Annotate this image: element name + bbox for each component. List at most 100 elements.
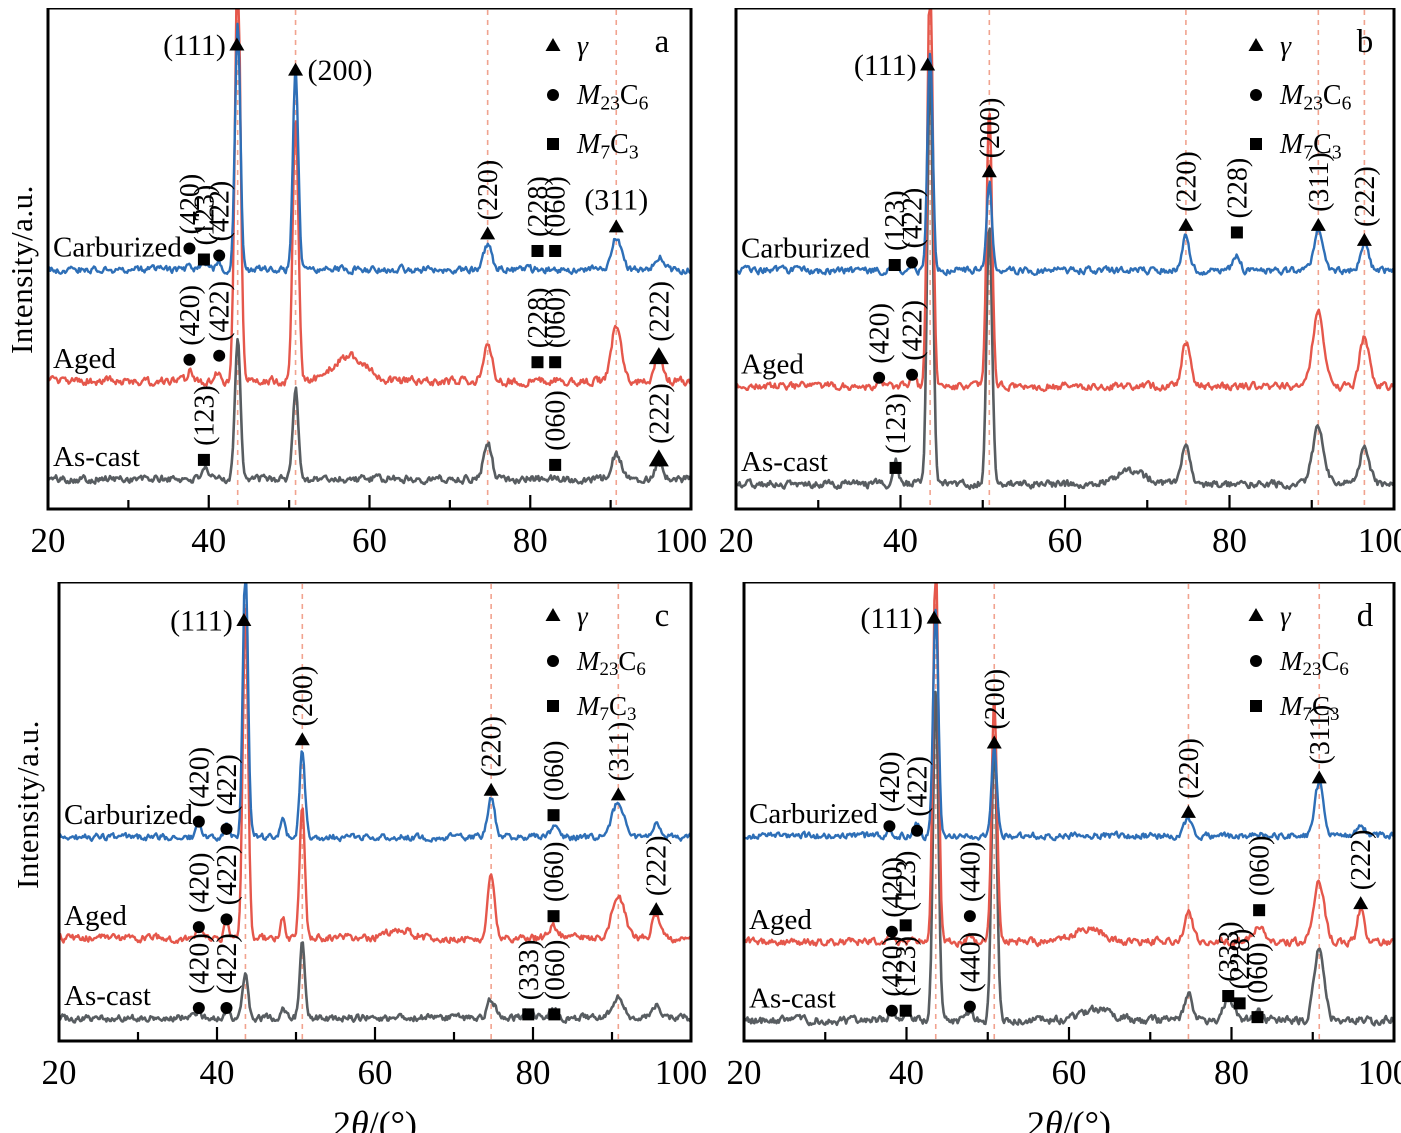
peak-label: (220) <box>1174 738 1205 799</box>
peak-label: (422) <box>903 756 934 817</box>
peak-label: (422) <box>205 181 236 242</box>
x-axis-title: 2θ/(°) <box>1027 1104 1111 1133</box>
m7c3-square-marker <box>1233 997 1246 1010</box>
peak-label: (311) <box>1304 152 1335 212</box>
peak-label: (422) <box>212 845 243 906</box>
m23c6-circle-marker <box>192 921 205 934</box>
gamma-triangle-marker <box>480 226 496 240</box>
m23c6-circle-marker <box>1250 89 1262 101</box>
m7c3-square-marker <box>531 356 544 369</box>
m7c3-square-marker <box>1222 990 1235 1003</box>
curve-label-carburized: Carburized <box>749 798 878 830</box>
m23c6-circle-marker <box>220 913 233 926</box>
peak-label: (060) <box>1243 942 1274 1003</box>
gamma-triangle-marker <box>294 732 310 746</box>
x-tick-label: 60 <box>1048 521 1083 560</box>
m23c6-circle-marker <box>873 371 886 384</box>
m23c6-circle-marker <box>885 1004 898 1017</box>
peak-label: (222) <box>1346 830 1377 891</box>
x-axis: 20 40 60 80 100 <box>727 1027 1401 1092</box>
m7c3-square-marker <box>888 259 901 272</box>
gamma-triangle-marker <box>986 735 1002 749</box>
gamma-triangle-marker <box>1178 217 1194 231</box>
curve-aged <box>48 8 691 389</box>
m7c3-square-marker <box>1250 700 1262 712</box>
peak-label: (222) <box>1350 166 1381 227</box>
m23c6-circle-marker <box>220 822 233 835</box>
panel-c-plot: As-castAgedCarburized(111)(200)(420)(422… <box>42 580 708 1133</box>
peak-annotations: (111)(200)(220) (228) (311) (222)(123)(422)… <box>854 49 1381 474</box>
peak-label: (422) <box>205 281 236 342</box>
curve-as-cast <box>736 59 1394 490</box>
m23c6-circle-marker <box>883 820 896 833</box>
m23c6-circle-marker <box>911 824 924 837</box>
curves <box>744 582 1394 1027</box>
peak-label: (200) <box>980 669 1011 730</box>
legend-label: M23C6 <box>576 646 646 680</box>
gamma-triangle-marker <box>926 610 942 624</box>
legend: γ M23C6 M7C3 <box>1248 31 1352 163</box>
curve-label-carburized: Carburized <box>53 232 182 264</box>
peak-label: (420) <box>877 857 908 918</box>
m23c6-circle-marker <box>213 349 226 362</box>
gamma-triangle-marker <box>545 37 561 51</box>
gamma-triangle-marker <box>545 607 561 621</box>
m7c3-square-marker <box>889 461 902 474</box>
peak-label: (111) <box>860 602 923 635</box>
curve-carburized <box>744 608 1394 842</box>
m23c6-circle-marker <box>906 256 919 269</box>
x-tick-label: 60 <box>352 521 387 560</box>
curve-label-carburized: Carburized <box>64 799 193 831</box>
peak-label: (123) <box>891 851 922 912</box>
peak-label: (420) <box>877 936 908 997</box>
plot-background <box>48 8 691 509</box>
guide-lines <box>244 584 620 1040</box>
m23c6-circle-marker <box>183 242 196 255</box>
peak-label: (228) <box>523 288 554 349</box>
peak-label: (333) <box>514 940 545 1001</box>
m7c3-square-marker <box>1253 904 1266 917</box>
peak-label: (333) <box>1214 921 1245 982</box>
curve-label-carburized: Carburized <box>741 233 870 265</box>
peak-label: (123) <box>189 385 220 446</box>
gamma-triangle-marker <box>1311 770 1327 784</box>
peak-label: (420) <box>875 752 906 813</box>
m7c3-square-marker <box>899 919 912 932</box>
plot-background <box>736 8 1394 509</box>
panel-a-plot: As-cast Aged Carburized (111) (200) (311) (420… <box>31 6 707 560</box>
m7c3-square-marker <box>899 1004 912 1017</box>
m7c3-square-marker <box>548 1008 561 1021</box>
peak-label: (123) <box>189 185 220 246</box>
x-tick-label: 20 <box>42 1053 77 1092</box>
m23c6-circle-marker <box>885 925 898 938</box>
peak-label: (060) <box>539 841 570 902</box>
peak-label: (422) <box>212 933 243 994</box>
panel-b-plot: As-cast Aged Carburized (111) (200) (220) (228… <box>719 6 1401 560</box>
peak-label: (311) <box>1305 705 1336 765</box>
x-axis: 20 40 60 80 100 <box>31 495 707 560</box>
curve-label-as-cast: As-cast <box>64 980 151 1012</box>
peak-label: (420) <box>184 747 215 808</box>
x-tick-label: 100 <box>655 1053 708 1092</box>
m23c6-circle-marker <box>547 655 559 667</box>
x-tick-label: 60 <box>1052 1053 1087 1092</box>
m23c6-circle-marker <box>1250 655 1262 667</box>
peak-label: (420) <box>865 303 896 364</box>
curve-as-cast <box>48 337 691 486</box>
gamma-triangle-marker <box>483 782 499 796</box>
x-tick-label: 80 <box>1214 1053 1249 1092</box>
curve-label-aged: Aged <box>749 904 812 936</box>
x-tick-label: 100 <box>1358 521 1401 560</box>
m23c6-circle-marker <box>192 1001 205 1014</box>
legend-label: γ <box>1280 601 1292 631</box>
m7c3-square-marker <box>547 809 560 822</box>
peak-label: (060) <box>1245 836 1276 897</box>
peak-annotations: (111)(200)(311)(420)(123)(422) (220) (228)… <box>163 29 675 471</box>
m7c3-square-marker <box>547 910 560 923</box>
legend: γ M23C6 M7C3 <box>545 601 646 725</box>
m23c6-circle-marker <box>192 815 205 828</box>
gamma-triangle-marker <box>648 449 669 467</box>
legend: γ M23C6 M7C3 <box>545 31 649 163</box>
panel-d-plot: As-castAgedCarburized(111)(200)(420)(422… <box>727 580 1401 1133</box>
gamma-triangle-marker <box>1353 896 1369 910</box>
